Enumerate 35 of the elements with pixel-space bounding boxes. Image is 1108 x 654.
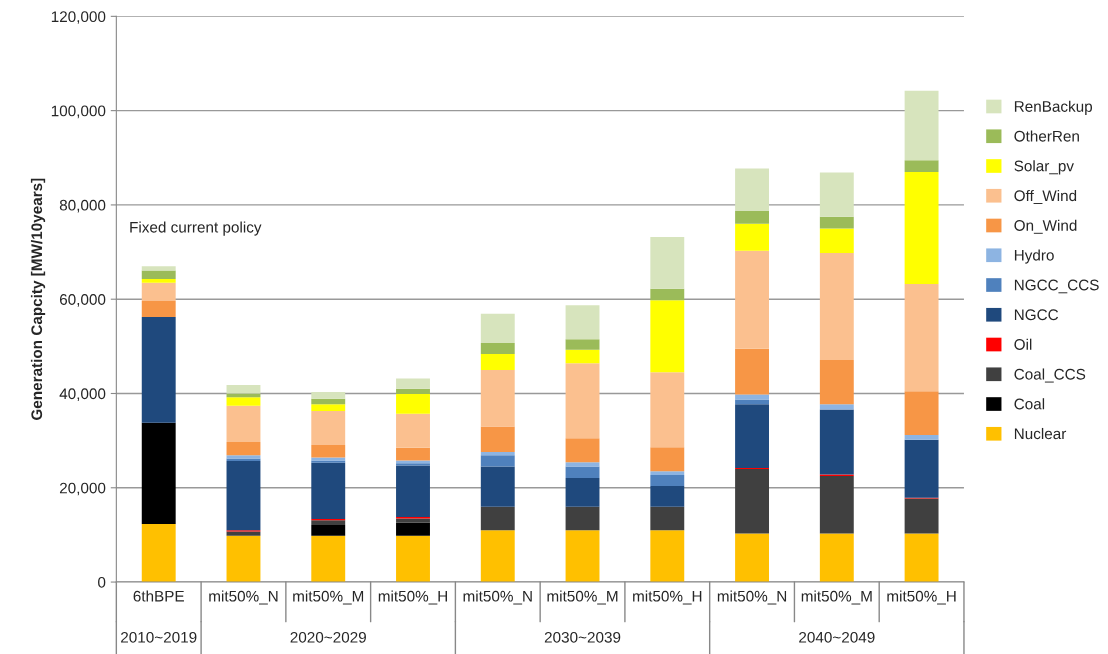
legend-label: Coal	[1014, 398, 1045, 410]
x-tick-label: mit50%_N	[209, 590, 278, 605]
legend-label: Oil	[1014, 338, 1032, 350]
text: 2040~2049	[799, 631, 875, 643]
legend-label: NGCC_CCS	[1014, 279, 1099, 294]
y-tick-label: 80,000	[59, 199, 106, 213]
x-tick-label: mit50%_N	[463, 590, 532, 605]
legend-label: NGCC	[1014, 309, 1059, 321]
y-tick-label: 40,000	[59, 388, 106, 401]
y-tick-label: 0	[98, 576, 106, 588]
legend-label: Coal_CCS	[1014, 368, 1086, 383]
text: 2020~2029	[290, 631, 366, 643]
x-tick-label: mit50%_M	[547, 590, 618, 605]
y-tick-label: 20,000	[59, 482, 106, 496]
y-tick-label: 120,000	[51, 11, 106, 24]
text: 2010~2019	[121, 631, 197, 643]
x-tick-label: mit50%_H	[887, 590, 956, 605]
x-tick-label: mit50%_N	[717, 590, 787, 605]
annotation: Fixed current policy	[130, 221, 262, 236]
legend-label: Nuclear	[1014, 427, 1067, 440]
legend-label: Solar_pv	[1014, 160, 1074, 175]
x-tick-label: mit50%_M	[293, 590, 364, 605]
x-tick-label: mit50%_H	[633, 590, 702, 605]
y-tick-label: 100,000	[51, 105, 106, 119]
x-tick-label: mit50%_M	[801, 590, 872, 605]
legend-label: Off_Wind	[1014, 189, 1077, 205]
y-tick-label: 60,000	[59, 294, 106, 307]
x-tick-label: 6thBPE	[133, 590, 184, 602]
y-axis-title: Generation Capcity [MW/10years]	[30, 178, 46, 420]
legend-label: OtherRen	[1014, 130, 1079, 142]
legend-label: On_Wind	[1014, 219, 1077, 234]
text: 2030~2039	[544, 631, 621, 643]
legend-label: RenBackup	[1014, 100, 1093, 115]
x-tick-label: mit50%_H	[378, 590, 447, 605]
legend-label: Hydro	[1014, 249, 1054, 264]
